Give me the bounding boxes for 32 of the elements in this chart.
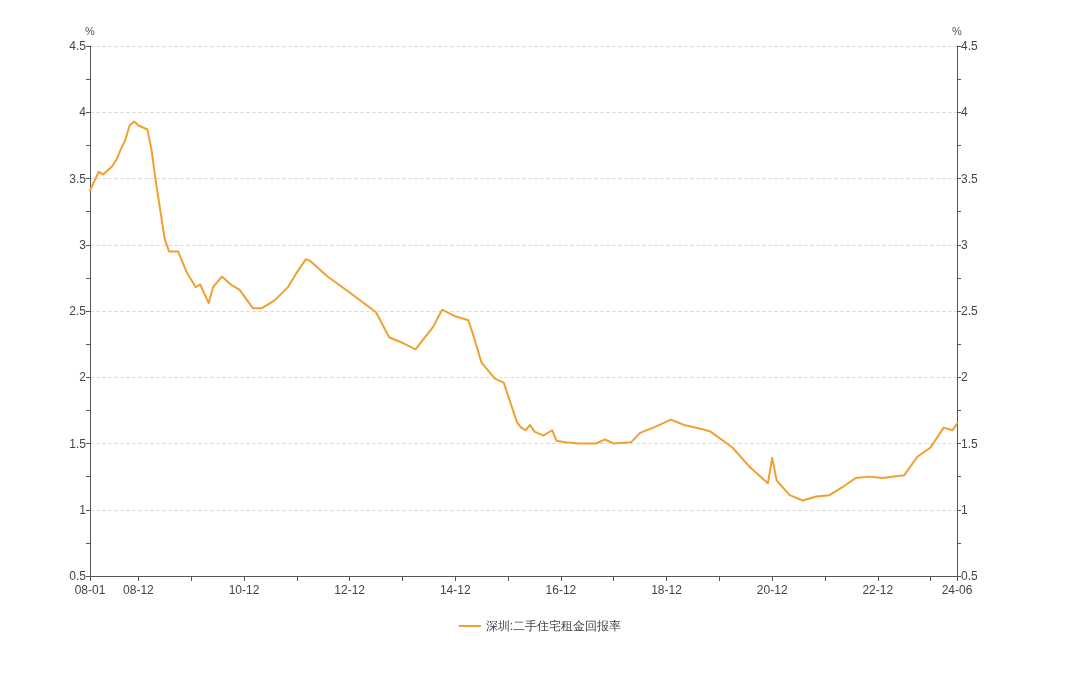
y2-tick-label: 2.5 bbox=[961, 304, 979, 318]
y-tick-label: 4.5 bbox=[69, 39, 87, 53]
y-tick-label: 1.5 bbox=[69, 436, 87, 451]
legend-label: 深圳:二手住宅租金回报率 bbox=[485, 619, 622, 633]
y2-axis-title: % bbox=[952, 24, 963, 37]
x-tick-label: 20-12 bbox=[756, 583, 788, 597]
x-tick-label: 10-12 bbox=[228, 583, 260, 597]
y2-tick-label: 3.5 bbox=[961, 171, 979, 186]
y-tick-label: 2 bbox=[79, 370, 87, 385]
y-tick-label: 0.5 bbox=[69, 569, 87, 583]
y-tick-label: 2.5 bbox=[69, 304, 87, 318]
y2-tick-label: 1 bbox=[961, 502, 968, 517]
x-tick-label: 14-12 bbox=[439, 583, 471, 597]
y-axis-title: % bbox=[85, 24, 96, 37]
x-tick-label: 24-06 bbox=[941, 583, 973, 597]
y-tick-label: 3.5 bbox=[69, 171, 87, 186]
line-series bbox=[89, 120, 958, 502]
x-tick-label: 08-01 bbox=[74, 583, 106, 597]
y-tick-label: 1 bbox=[79, 502, 87, 517]
y-tick-label: 3 bbox=[79, 237, 87, 252]
x-tick-label: 08-12 bbox=[123, 583, 155, 597]
x-tick-label: 16-12 bbox=[545, 583, 577, 597]
y2-tick-label: 1.5 bbox=[961, 436, 979, 451]
x-tick-label: 18-12 bbox=[651, 583, 683, 597]
x-tick-label: 12-12 bbox=[334, 583, 366, 597]
y2-tick-label: 0.5 bbox=[961, 569, 979, 583]
y2-tick-label: 4 bbox=[961, 105, 968, 120]
y2-tick-label: 3 bbox=[961, 237, 968, 252]
x-tick-label: 22-12 bbox=[862, 583, 894, 597]
y-tick-label: 4 bbox=[79, 105, 87, 120]
y2-tick-label: 4.5 bbox=[961, 39, 979, 53]
y2-tick-label: 2 bbox=[961, 370, 968, 385]
